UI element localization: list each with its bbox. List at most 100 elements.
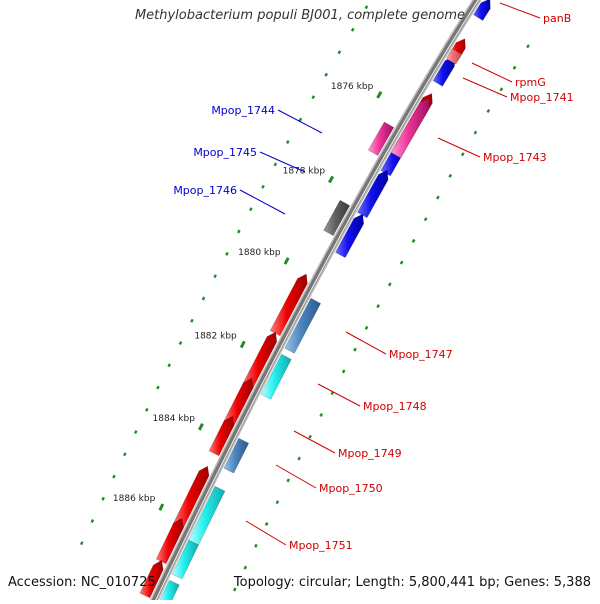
plus-gene-label-4: Mpop_1747: [345, 331, 453, 361]
gene-block-red: [139, 559, 164, 599]
scale-tick-major: [239, 340, 246, 349]
gene-block-blue: [335, 213, 365, 259]
label-leader-line: [471, 62, 513, 83]
tick-dot: [156, 385, 160, 390]
gene-block-blue: [473, 0, 491, 21]
map-title: Methylobacterium populi BJ001, complete …: [134, 8, 466, 23]
gene-block-cyan: [158, 579, 180, 604]
tick-dot: [399, 260, 404, 265]
gene-block-red: [155, 517, 184, 565]
label-leader-line: [317, 383, 361, 407]
tick-dot: [213, 274, 217, 279]
plus-gene-label-8: Mpop_1751: [245, 520, 353, 552]
tick-dot: [225, 251, 229, 256]
label-leader-line: [275, 464, 317, 489]
gene-label: Mpop_1743: [483, 151, 547, 164]
gene-block-mpop-1745: [356, 169, 389, 219]
tick-dot: [526, 44, 530, 49]
gene-label: Mpop_1748: [363, 400, 427, 413]
gene-block-rpmG-2: [445, 48, 463, 65]
tick-dot: [364, 5, 369, 10]
tick-dot: [112, 474, 116, 479]
tick-dot: [460, 152, 465, 157]
tick-dot: [79, 541, 84, 546]
tick-dot: [473, 130, 478, 135]
plus-gene-label-6: Mpop_1749: [293, 430, 402, 460]
label-leader-line: [437, 137, 481, 158]
tick-dot: [337, 50, 342, 55]
scale-tick-major: [198, 422, 204, 431]
scale-label: 1876 kbp: [331, 82, 374, 92]
plus-gene-label-3: Mpop_1743: [437, 137, 547, 164]
tick-dot: [448, 173, 453, 178]
tick-dot: [298, 117, 303, 122]
tick-dot: [249, 207, 253, 212]
scale-tick-major: [283, 257, 290, 265]
gene-block-mpop-1748: [260, 353, 292, 400]
minus-gene-label-2: Mpop_1746: [173, 184, 286, 215]
plus-gene-label-2: Mpop_1741: [462, 77, 574, 104]
tick-dot: [237, 229, 241, 234]
tick-dot: [275, 500, 280, 505]
label-leader-line: [462, 77, 508, 98]
scale-tick-major: [158, 503, 165, 511]
label-leader-line: [345, 331, 387, 355]
scale-label: 1880 kbp: [238, 248, 281, 258]
accession-label: Accession: NC_010725: [8, 575, 156, 590]
label-leader-line: [245, 520, 287, 546]
tick-dot: [376, 304, 380, 309]
gene-label: Mpop_1745: [193, 146, 257, 159]
gene-block-mpop-1743: [390, 97, 430, 159]
tick-dot: [190, 318, 194, 323]
tick-dot: [145, 407, 149, 412]
tick-dot: [261, 184, 265, 189]
scale-label: 1884 kbp: [153, 414, 196, 424]
gene-block-mpop-1747: [284, 297, 322, 354]
label-leader-line: [277, 109, 323, 134]
gene-label: rpmG: [515, 76, 546, 89]
tick-dot: [512, 65, 517, 70]
tick-dot: [178, 341, 183, 346]
tick-dot: [254, 543, 258, 548]
tick-dot: [308, 434, 312, 439]
tick-dot: [286, 478, 290, 483]
gene-label: panB: [543, 12, 571, 25]
tick-dot: [486, 108, 491, 113]
gene-block-mpop-1744: [367, 121, 395, 156]
tick-dot: [243, 565, 248, 570]
tick-dot: [364, 325, 369, 330]
tick-dot: [201, 296, 206, 301]
backbone: [149, 0, 480, 604]
scale-tick-major: [376, 91, 383, 99]
gene-label: Mpop_1749: [338, 447, 402, 460]
scale-tick-major: [328, 175, 335, 184]
gene-block-red: [269, 273, 308, 337]
tick-dot: [90, 519, 95, 523]
tick-dot: [167, 363, 171, 368]
gene-label: Mpop_1751: [289, 539, 353, 552]
plus-gene-label-5: Mpop_1748: [317, 383, 427, 413]
tick-dot: [297, 456, 301, 461]
label-leader-line: [293, 430, 336, 454]
minus-gene-label-0: Mpop_1744: [211, 104, 323, 134]
gene-label: Mpop_1747: [389, 348, 453, 361]
tick-dot: [123, 452, 127, 457]
label-leader-line: [499, 2, 541, 19]
scale-ring-inner: [79, 5, 369, 546]
label-leader-line: [239, 189, 286, 215]
tick-dot: [353, 347, 357, 352]
tick-dot: [324, 72, 329, 77]
gene-label: Mpop_1750: [319, 482, 383, 495]
tick-dot: [311, 95, 316, 100]
tick-dot: [264, 522, 269, 526]
label-leader-line: [259, 151, 306, 173]
gene-block-cyan: [171, 539, 199, 580]
tick-dot: [436, 195, 440, 200]
tick-dot: [285, 140, 290, 145]
gene-label: Mpop_1744: [211, 104, 275, 117]
tick-dot: [233, 587, 237, 592]
topology-summary: Topology: circular; Length: 5,800,441 bp…: [233, 575, 591, 590]
gene-label: Mpop_1741: [510, 91, 574, 104]
